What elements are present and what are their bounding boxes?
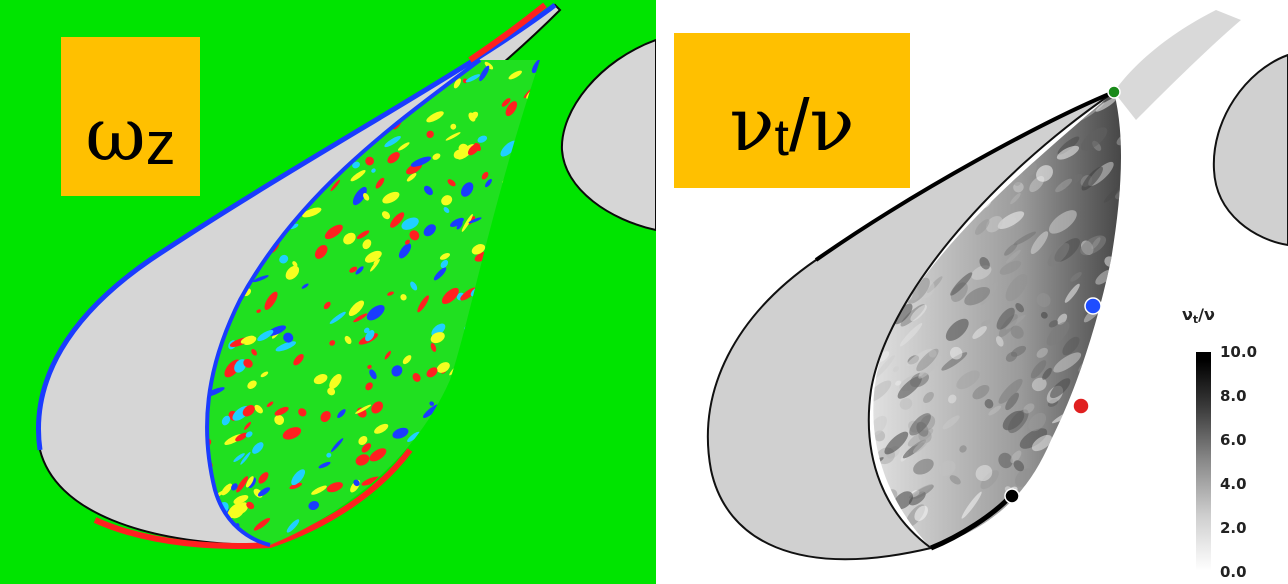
colorbar-tick: 0.0 [1220,563,1247,581]
main-element-right [1212,53,1288,247]
nu-denominator: ν [809,82,855,168]
eddy-viscosity-label: ν t / ν [674,33,910,188]
colorbar-title-symbol: ν [1182,305,1193,324]
colorbar-gradient [1196,352,1211,571]
colorbar-tick: 6.0 [1220,431,1247,449]
main-element [560,38,656,232]
colorbar-title-sub: t [1192,313,1199,326]
colorbar-tick: 10.0 [1220,343,1258,361]
marker-black [1004,488,1020,504]
colorbar-tick: 4.0 [1220,475,1247,493]
ratio-slash: / [788,84,810,167]
marker-red [1072,397,1090,415]
eddy-viscosity-panel: ν t / ν νt/ν 10.0 8.0 6.0 4.0 2.0 0.0 [656,0,1288,584]
wake-streak [468,2,547,63]
marker-blue [1084,297,1102,315]
eddy-viscosity-field [706,10,1288,561]
vorticity-field [0,0,656,584]
colorbar-title: νt/ν [1182,305,1215,326]
omega-subscript: z [145,110,176,177]
slat-upper-surface [814,90,1115,262]
colorbar: νt/ν 10.0 8.0 6.0 4.0 2.0 0.0 [1180,305,1288,584]
nu-subscript: t [774,109,789,167]
colorbar-tick: 2.0 [1220,519,1247,537]
upper-shear-layer [36,3,557,451]
omega-symbol: ω [85,92,146,178]
colorbar-title-rest: /ν [1198,305,1215,324]
nu-symbol: ν [729,82,775,168]
trailing-wake [1114,10,1241,120]
cove-boundary [205,58,482,547]
marker-green [1107,85,1121,99]
colorbar-tick: 8.0 [1220,387,1247,405]
